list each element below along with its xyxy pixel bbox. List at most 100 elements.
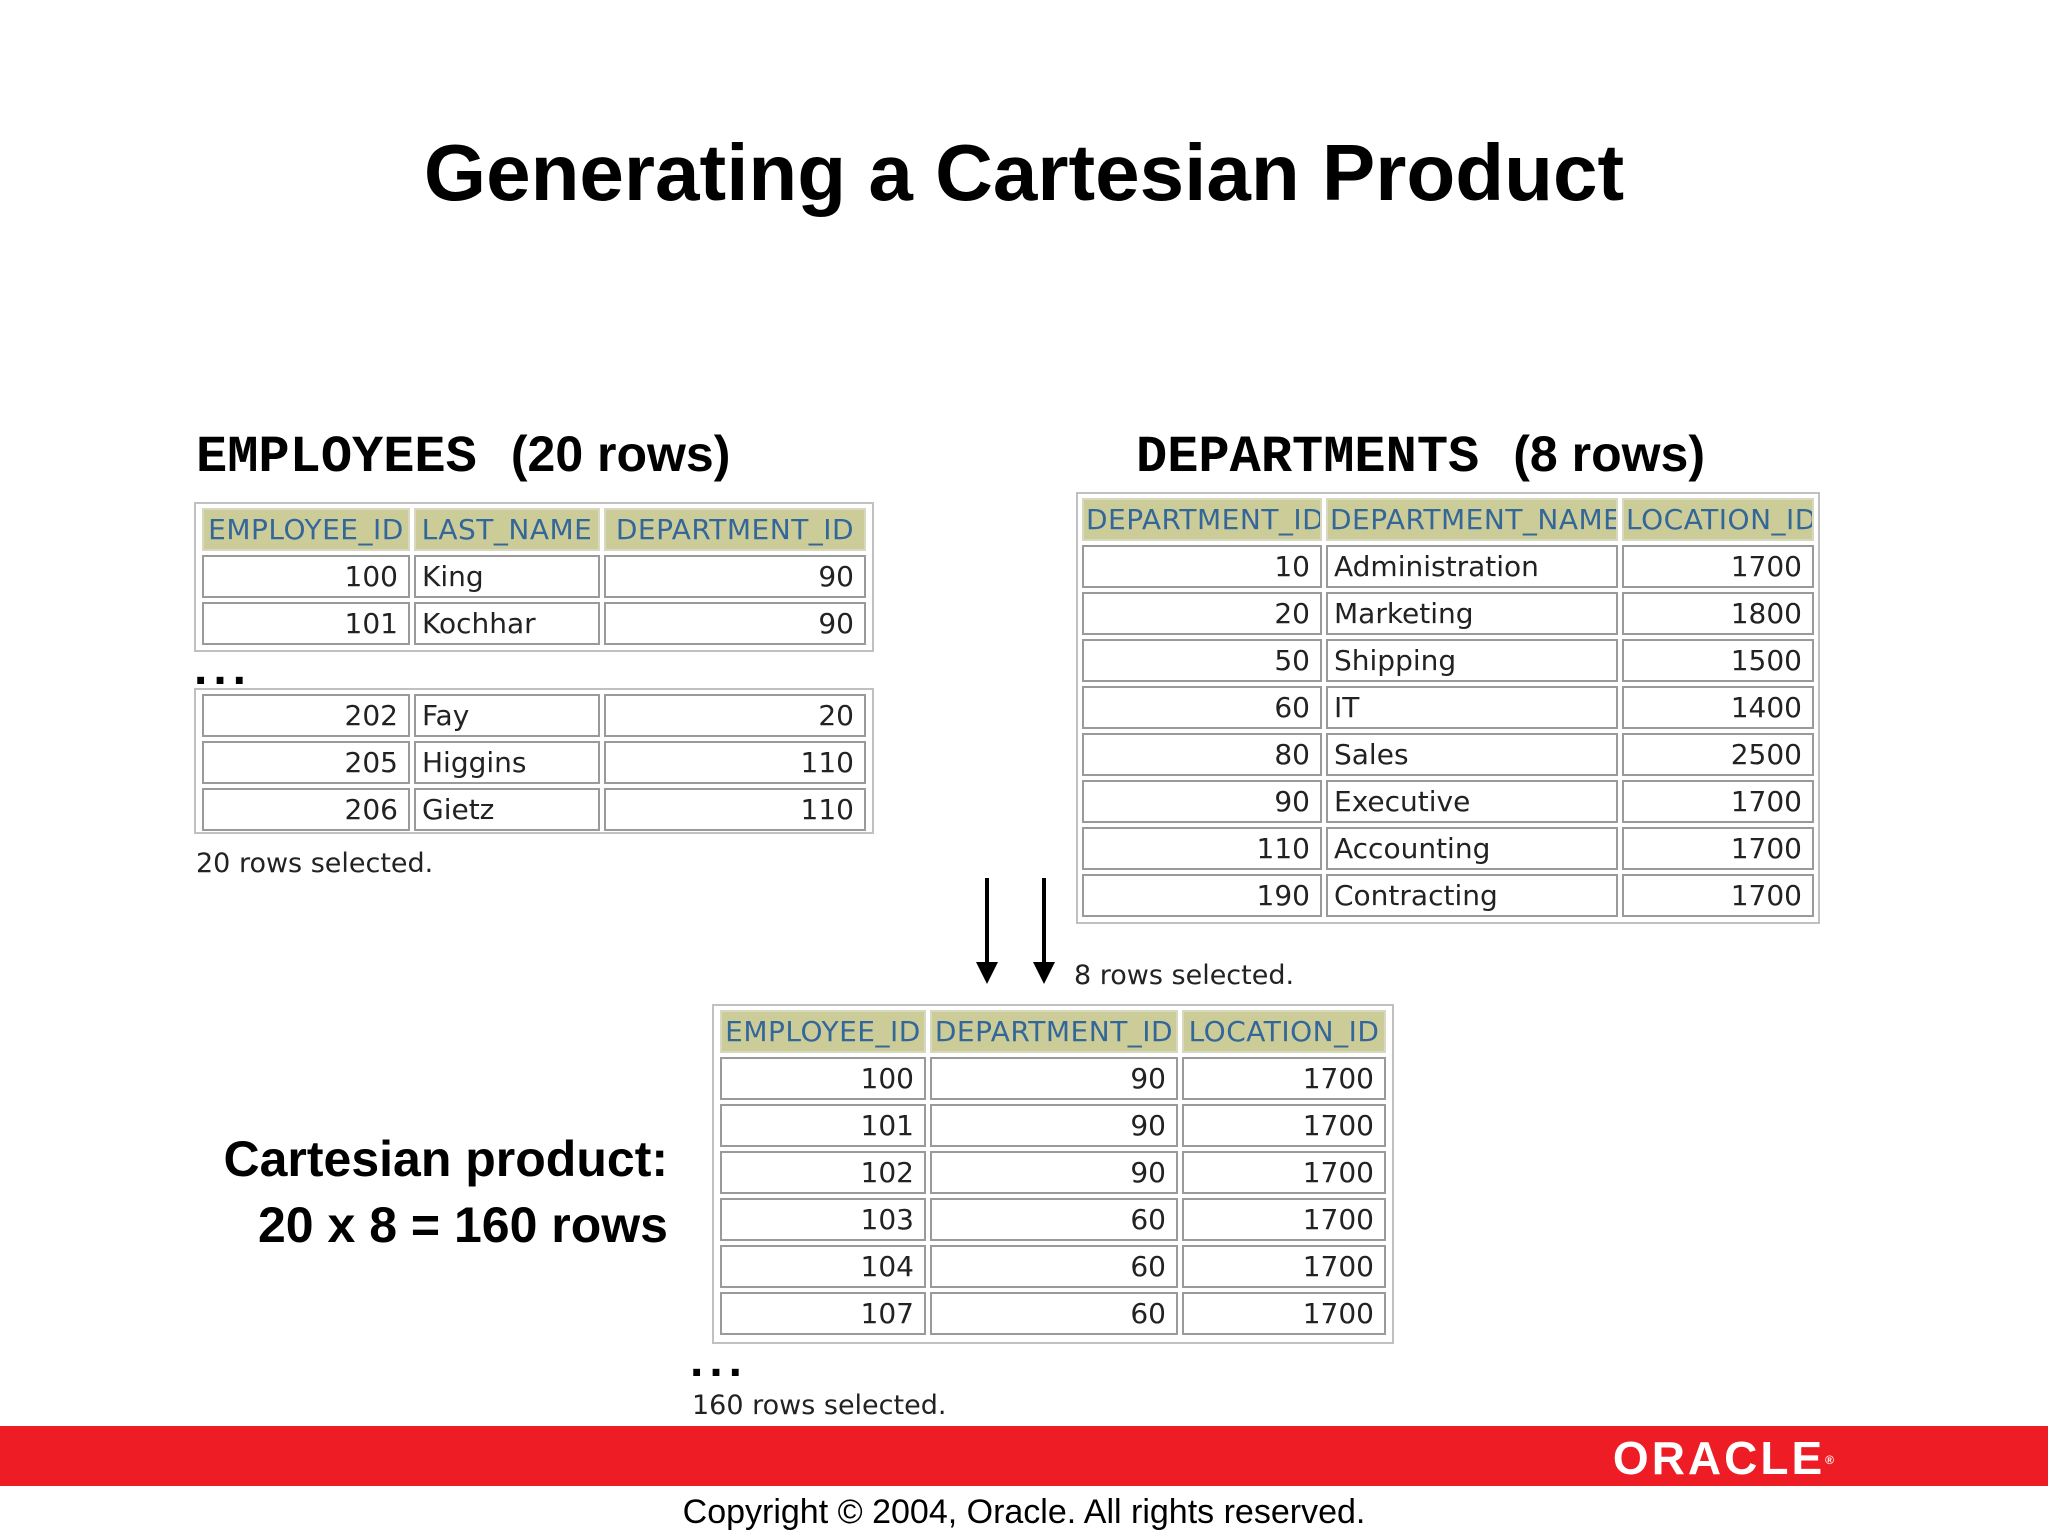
table-row: 101 90 1700 — [714, 1104, 1392, 1151]
down-arrow-icon — [1033, 878, 1055, 984]
column-header: LAST_NAME — [414, 508, 600, 551]
column-header: DEPARTMENT_NAME — [1326, 498, 1618, 541]
cell-employee-id: 100 — [720, 1057, 926, 1100]
cell-department-id: 60 — [930, 1198, 1178, 1241]
cell-location-id: 2500 — [1622, 733, 1814, 776]
oracle-logo-text: ORACLE — [1612, 1432, 1826, 1484]
cell-employee-id: 101 — [202, 602, 410, 645]
cell-department-id: 60 — [930, 1245, 1178, 1288]
cartesian-ellipsis: ... — [690, 1334, 749, 1387]
column-header: DEPARTMENT_ID — [604, 508, 866, 551]
departments-table-name: DEPARTMENTS — [1136, 428, 1480, 487]
cell-location-id: 1700 — [1182, 1057, 1386, 1100]
departments-caption: DEPARTMENTS (8 rows) — [1136, 424, 1705, 488]
cell-location-id: 1400 — [1622, 686, 1814, 729]
cell-department-name: Contracting — [1326, 874, 1618, 917]
cell-location-id: 1800 — [1622, 592, 1814, 635]
column-header: DEPARTMENT_ID — [1082, 498, 1322, 541]
cell-employee-id: 205 — [202, 741, 410, 784]
table-row: 80 Sales 2500 — [1078, 733, 1818, 780]
departments-row-count: (8 rows) — [1513, 426, 1705, 482]
employees-table-bottom: 202 Fay 20 205 Higgins 110 206 Gietz 110 — [194, 688, 874, 834]
table-row: 101 Kochhar 90 — [196, 602, 872, 649]
column-header: EMPLOYEE_ID — [720, 1010, 926, 1053]
cell-last-name: Kochhar — [414, 602, 600, 645]
cell-location-id: 1700 — [1182, 1151, 1386, 1194]
cell-location-id: 1500 — [1622, 639, 1814, 682]
cell-location-id: 1700 — [1182, 1245, 1386, 1288]
cell-department-id: 90 — [604, 602, 866, 645]
cell-department-name: Sales — [1326, 733, 1618, 776]
cartesian-rows-selected: 160 rows selected. — [692, 1390, 947, 1421]
cell-department-name: Marketing — [1326, 592, 1618, 635]
table-row: 102 90 1700 — [714, 1151, 1392, 1198]
cell-location-id: 1700 — [1622, 780, 1814, 823]
column-header: EMPLOYEE_ID — [202, 508, 410, 551]
cell-employee-id: 107 — [720, 1292, 926, 1335]
table-row: 107 60 1700 — [714, 1292, 1392, 1339]
departments-table: DEPARTMENT_ID DEPARTMENT_NAME LOCATION_I… — [1076, 492, 1820, 924]
departments-header-row: DEPARTMENT_ID DEPARTMENT_NAME LOCATION_I… — [1078, 498, 1818, 545]
cell-last-name: Gietz — [414, 788, 600, 831]
cell-last-name: Fay — [414, 694, 600, 737]
cell-last-name: King — [414, 555, 600, 598]
table-row: 60 IT 1400 — [1078, 686, 1818, 733]
copyright-notice: Copyright © 2004, Oracle. All rights res… — [682, 1493, 1366, 1531]
table-row: 205 Higgins 110 — [196, 741, 872, 788]
cell-department-id: 60 — [930, 1292, 1178, 1335]
cell-department-id: 90 — [930, 1151, 1178, 1194]
cartesian-label-line2: 20 x 8 = 160 rows — [257, 1197, 668, 1253]
cell-department-name: Executive — [1326, 780, 1618, 823]
cell-location-id: 1700 — [1622, 827, 1814, 870]
cell-employee-id: 102 — [720, 1151, 926, 1194]
cartesian-header-row: EMPLOYEE_ID DEPARTMENT_ID LOCATION_ID — [714, 1010, 1392, 1057]
cartesian-label: Cartesian product: 20 x 8 = 160 rows — [223, 1126, 668, 1258]
table-row: 190 Contracting 1700 — [1078, 874, 1818, 921]
cell-department-id: 80 — [1082, 733, 1322, 776]
cell-department-name: Accounting — [1326, 827, 1618, 870]
cell-department-id: 50 — [1082, 639, 1322, 682]
employees-row-count: (20 rows) — [510, 426, 731, 482]
cell-department-id: 90 — [930, 1057, 1178, 1100]
cell-department-id: 110 — [1082, 827, 1322, 870]
table-row: 100 90 1700 — [714, 1057, 1392, 1104]
cell-department-id: 20 — [1082, 592, 1322, 635]
table-row: 10 Administration 1700 — [1078, 545, 1818, 592]
cell-department-id: 90 — [930, 1104, 1178, 1147]
table-row: 20 Marketing 1800 — [1078, 592, 1818, 639]
cell-department-id: 190 — [1082, 874, 1322, 917]
oracle-logo: ORACLE® — [1613, 1434, 1834, 1482]
cell-department-id: 90 — [604, 555, 866, 598]
cell-department-name: Administration — [1326, 545, 1618, 588]
footer-red-bar — [0, 1426, 2048, 1486]
cell-department-id: 110 — [604, 788, 866, 831]
employees-caption: EMPLOYEES (20 rows) — [196, 424, 730, 488]
employees-ellipsis: ... — [194, 642, 253, 695]
cell-employee-id: 100 — [202, 555, 410, 598]
cell-department-name: Shipping — [1326, 639, 1618, 682]
cell-location-id: 1700 — [1182, 1198, 1386, 1241]
down-arrow-icon — [976, 878, 998, 984]
table-row: 110 Accounting 1700 — [1078, 827, 1818, 874]
cartesian-label-line1: Cartesian product: — [223, 1131, 668, 1187]
cell-location-id: 1700 — [1622, 874, 1814, 917]
cell-location-id: 1700 — [1622, 545, 1814, 588]
cell-last-name: Higgins — [414, 741, 600, 784]
slide-title: Generating a Cartesian Product — [423, 128, 1625, 217]
table-row: 100 King 90 — [196, 555, 872, 602]
cell-employee-id: 104 — [720, 1245, 926, 1288]
employees-rows-selected: 20 rows selected. — [196, 848, 434, 879]
cell-department-id: 90 — [1082, 780, 1322, 823]
table-row: 50 Shipping 1500 — [1078, 639, 1818, 686]
cell-employee-id: 101 — [720, 1104, 926, 1147]
cell-employee-id: 206 — [202, 788, 410, 831]
cell-department-id: 10 — [1082, 545, 1322, 588]
table-row: 206 Gietz 110 — [196, 788, 872, 835]
table-row: 202 Fay 20 — [196, 694, 872, 741]
cell-employee-id: 202 — [202, 694, 410, 737]
cell-department-name: IT — [1326, 686, 1618, 729]
employees-table-top: EMPLOYEE_ID LAST_NAME DEPARTMENT_ID 100 … — [194, 502, 874, 652]
departments-rows-selected: 8 rows selected. — [1074, 960, 1295, 991]
table-row: 104 60 1700 — [714, 1245, 1392, 1292]
column-header: LOCATION_ID — [1622, 498, 1814, 541]
